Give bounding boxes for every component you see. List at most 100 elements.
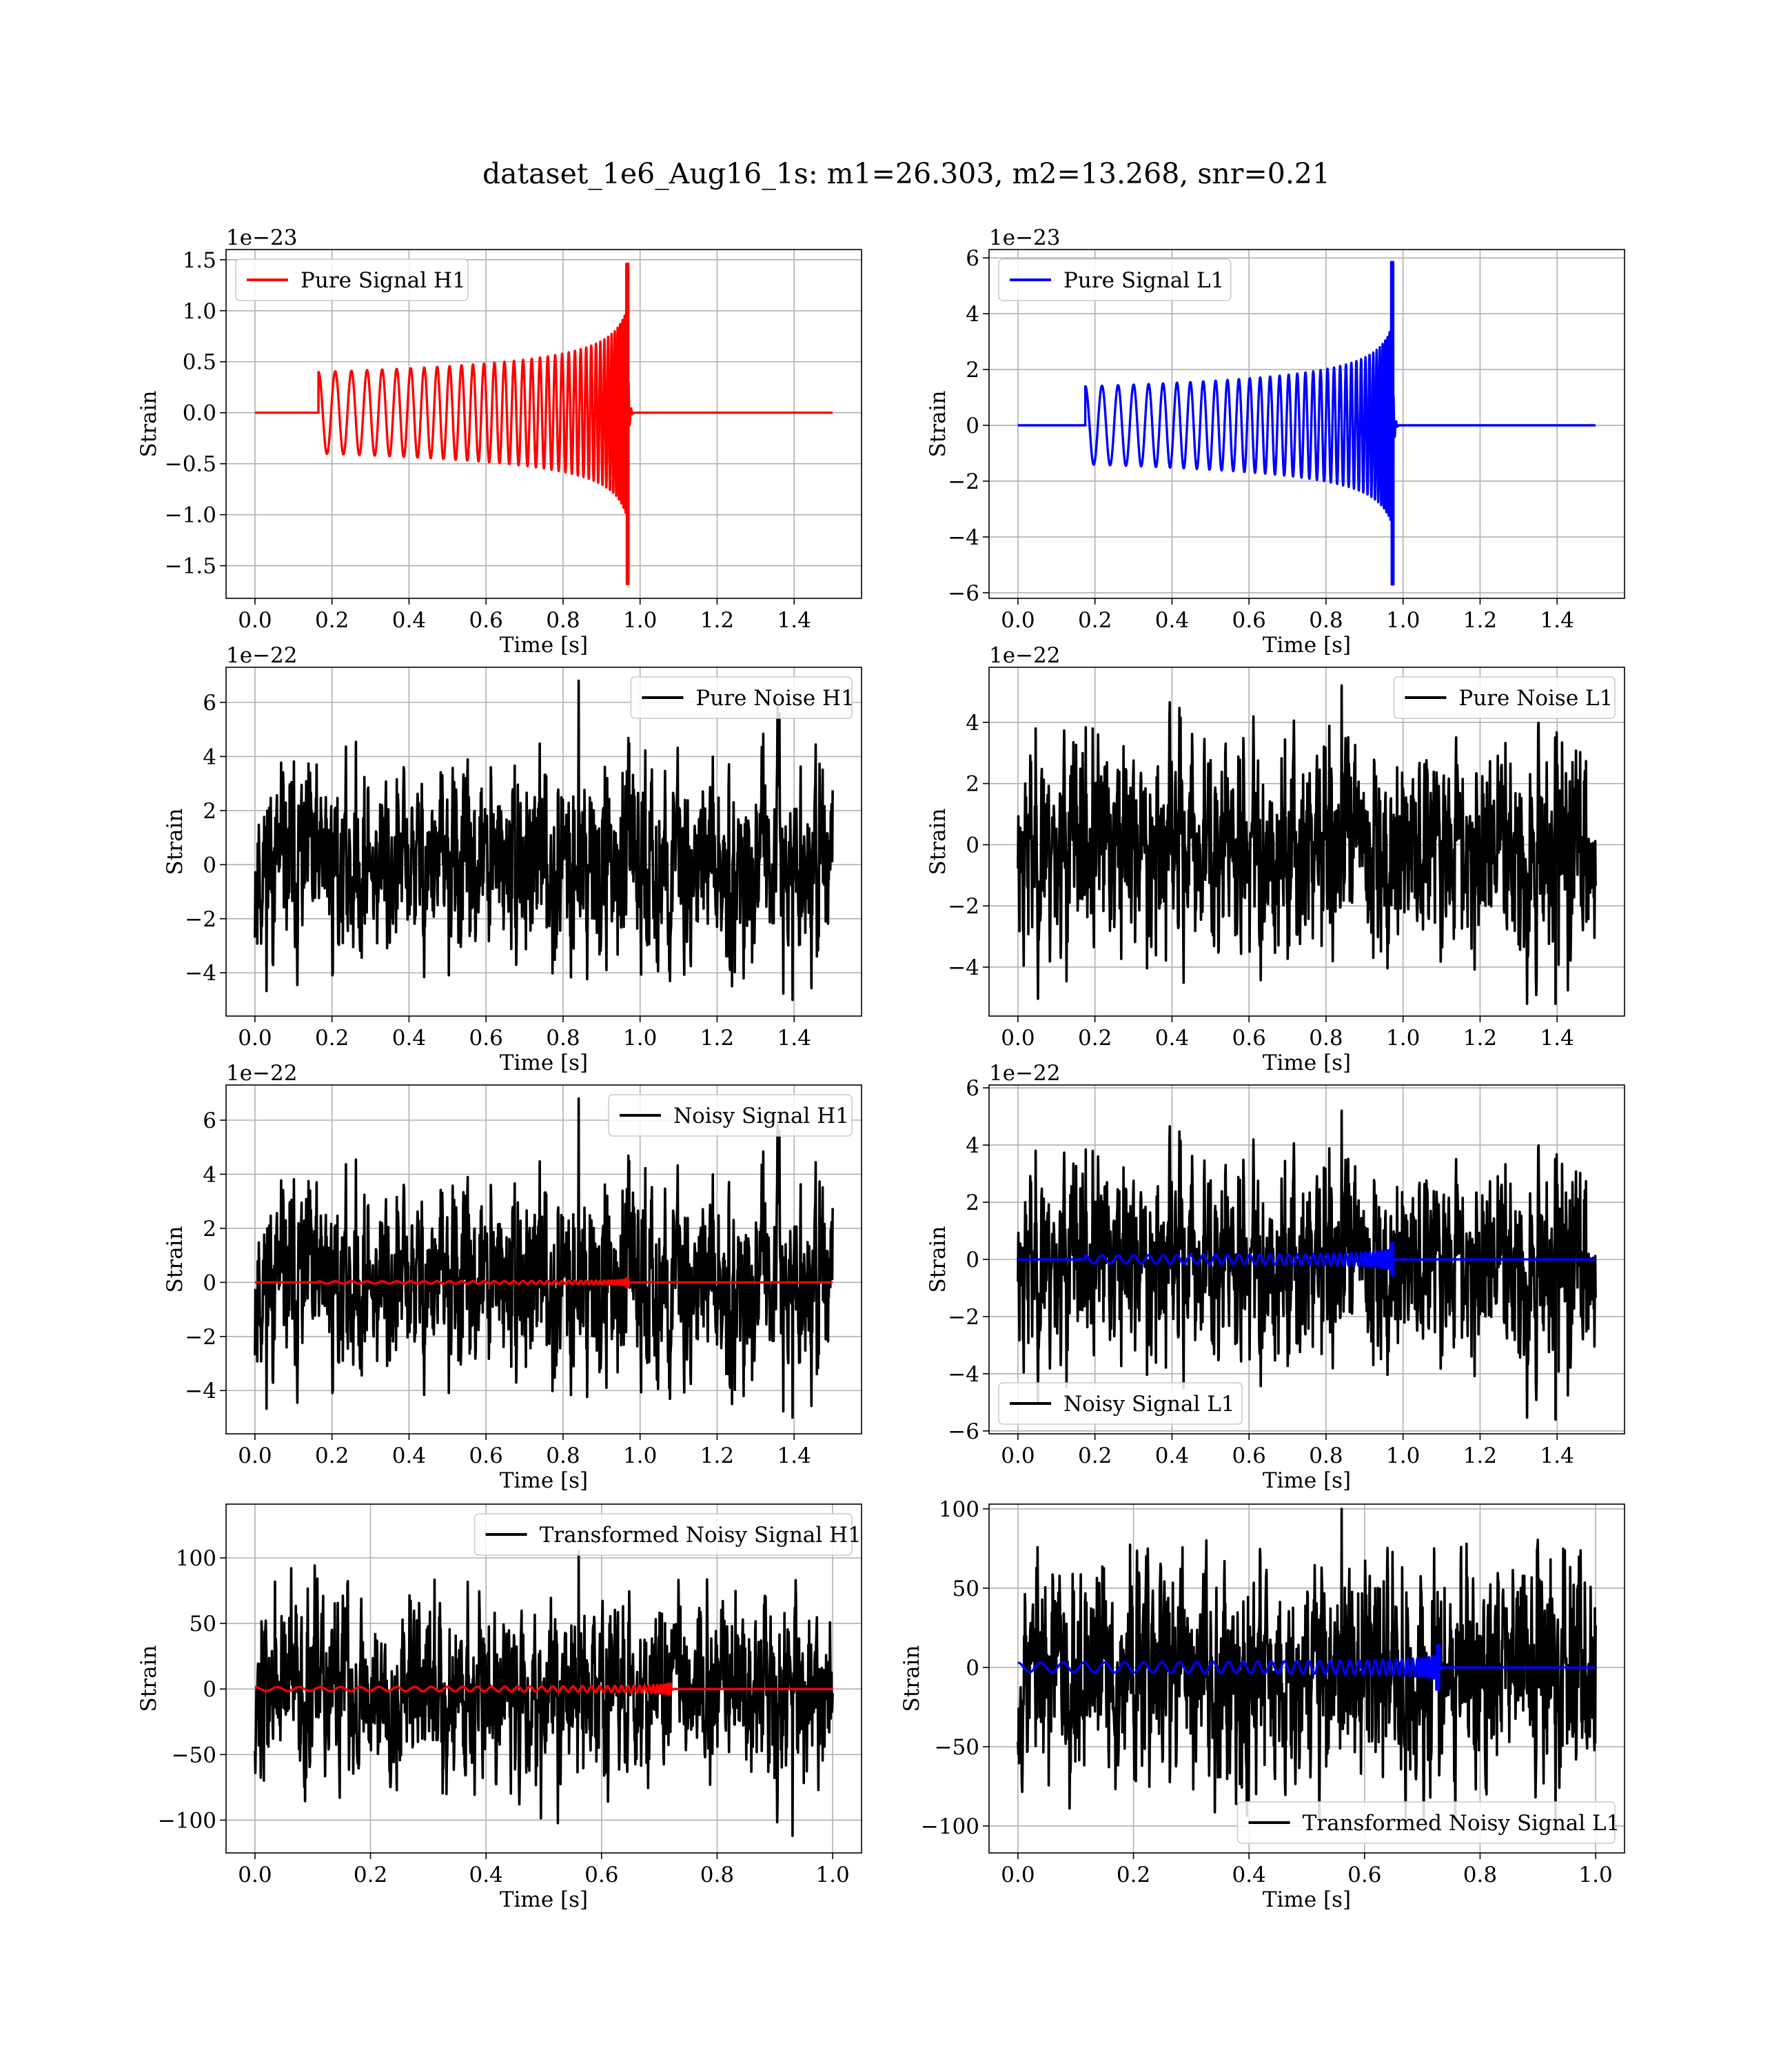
x-tick-label: 0.0 [1001,1443,1035,1468]
x-tick-label: 1.2 [1463,1443,1497,1468]
axes-frame [988,1503,1625,1854]
legend: Noisy Signal H1 [608,1094,853,1137]
x-tick-label: 0.8 [1309,1026,1343,1051]
legend-label: Pure Noise L1 [1458,686,1613,711]
x-tick-label: 1.2 [700,1443,734,1468]
y-tick-label: 0.5 [183,350,216,375]
x-tick-label: 1.0 [623,1443,657,1468]
injected-signal-line [1017,1241,1597,1277]
x-tick-label: 0.4 [1155,1443,1189,1468]
y-tick-label: 0 [966,1248,979,1273]
x-tick-label: 1.0 [623,608,657,633]
x-tick-label: 0.2 [315,608,349,633]
x-tick-label: 0.6 [1232,1026,1266,1051]
x-tick-label: 0.6 [584,1863,618,1887]
x-tick-label: 0.8 [546,1443,580,1468]
x-tick-label: 1.0 [1386,1443,1420,1468]
x-tick-label: 0.0 [238,608,272,633]
y-tick-label: −2 [948,1305,979,1330]
y-tick-label: −100 [158,1808,216,1833]
x-tick-label: 0.2 [1078,1443,1112,1468]
x-tick-label: 0.6 [1232,608,1266,633]
offset-label: 1e−22 [989,643,1061,668]
y-tick-label: 4 [966,1133,979,1158]
y-tick-label: −2 [948,894,979,919]
y-tick-label: 100 [176,1546,216,1571]
subplot-transformed-noisy-signal-l1: 0.0 0.2 0.4 0.6 0.8 1.0 −100 −50 0 50 100 Time [s] S… [899,1497,1625,1912]
y-tick-label: 0 [966,1656,979,1681]
series-group [1017,1508,1597,1823]
x-tick-label: 0.4 [469,1863,503,1887]
y-tick-label: −2 [185,907,216,932]
x-tick-label: 0.0 [1001,608,1035,633]
legend: Pure Noise H1 [630,676,855,719]
legend-box [1236,1801,1616,1844]
legend-box [474,1513,853,1556]
y-tick-label: 0 [203,1677,216,1702]
y-axis-label: Strain [926,391,950,458]
y-tick-label: −50 [172,1743,216,1767]
x-axis-label: Time [s] [1263,633,1351,658]
x-tick-label: 0.4 [392,608,426,633]
x-tick-label: 0.4 [392,1026,426,1051]
y-tick-label: 0 [966,833,979,858]
series-group [1017,261,1597,586]
x-tick-label: 0.6 [469,1026,503,1051]
subplot-pure-noise-h1: 0.0 0.2 0.4 0.6 0.8 1.0 1.2 1.4 −4 −2 0 2 4 6 Time [s]… [163,643,862,1075]
x-axis-label: Time [s] [500,1051,588,1075]
x-tick-label: 1.0 [1386,608,1420,633]
transformed-noisy-signal-l1-line [1017,1508,1597,1823]
x-tick-label: 0.2 [354,1863,387,1887]
x-tick-label: 0.6 [1347,1863,1381,1887]
x-axis-label: Time [s] [1263,1051,1351,1075]
axes-frame [988,667,1625,1017]
x-axis-label: Time [s] [500,1468,588,1493]
y-tick-label: −4 [948,955,979,980]
pure-signal-h1-line [254,263,834,585]
x-tick-label: 0.8 [1309,608,1343,633]
axes-frame [988,249,1625,599]
legend-label: Noisy Signal H1 [673,1104,849,1128]
figure-title: dataset_1e6_Aug16_1s: m1=26.303, m2=13.2… [482,157,1331,190]
x-tick-label: 0.8 [546,608,580,633]
legend: Transformed Noisy Signal L1 [1236,1801,1620,1844]
y-axis-label: Strain [136,391,161,458]
x-tick-label: 1.0 [623,1026,657,1051]
y-tick-label: −2 [948,469,979,494]
offset-label: 1e−23 [989,225,1061,250]
y-tick-label: 2 [203,1217,216,1241]
x-tick-label: 0.4 [1232,1863,1266,1887]
noisy-signal-h1-line [254,1097,834,1419]
y-tick-label: 0 [203,853,216,878]
axes-frame [225,1503,862,1854]
x-axis-label: Time [s] [1263,1468,1351,1493]
legend-box [1393,676,1616,719]
y-tick-label: 4 [966,711,979,736]
legend: Noisy Signal L1 [998,1382,1243,1425]
y-tick-label: 50 [190,1612,216,1636]
y-tick-label: 6 [203,1108,216,1133]
y-axis-label: Strain [899,1645,924,1712]
x-tick-label: 0.2 [1078,1026,1112,1051]
x-tick-label: 0.0 [238,1026,272,1051]
y-tick-label: −2 [185,1325,216,1350]
series-group [1017,684,1597,1005]
transformed-noisy-signal-h1-line [254,1550,834,1838]
x-tick-label: 0.4 [1155,608,1189,633]
legend-label: Transformed Noisy Signal H1 [540,1523,862,1548]
y-tick-label: −1.5 [165,554,216,579]
x-tick-label: 1.4 [1540,1443,1574,1468]
offset-label: 1e−22 [226,643,298,668]
subplot-pure-signal-l1: 0.0 0.2 0.4 0.6 0.8 1.0 1.2 1.4 −6 −4 −2 0 2 4 6 Time [… [926,225,1625,658]
injected-signal-line [254,1277,834,1288]
y-tick-label: −4 [185,961,216,986]
x-tick-label: 1.4 [1540,608,1574,633]
x-tick-label: 0.6 [1232,1443,1266,1468]
y-tick-label: 2 [966,772,979,797]
y-tick-label: −4 [948,525,979,550]
x-tick-label: 0.4 [392,1443,426,1468]
y-tick-label: −1.0 [165,503,216,528]
legend-box [235,258,469,301]
series-group [254,1097,834,1419]
y-axis-label: Strain [163,809,187,875]
